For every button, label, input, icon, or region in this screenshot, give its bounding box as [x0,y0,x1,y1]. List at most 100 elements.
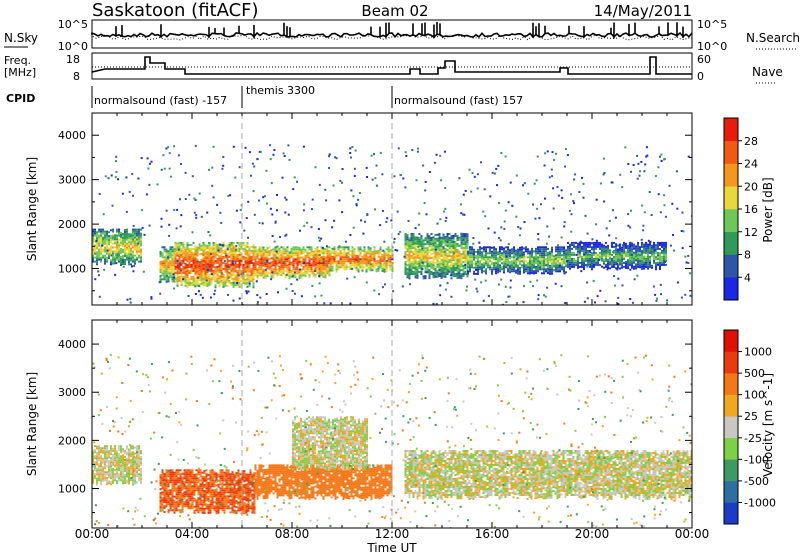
echo-cell [371,251,374,254]
echo-cell [519,266,521,269]
echo-cell [236,269,239,272]
echo-cell [615,261,617,264]
echo-cell [589,257,591,260]
echo-cell [473,250,475,253]
echo-cell [436,237,439,240]
echo-cell [218,245,221,248]
echo-cell [613,257,615,260]
echo-cell [452,249,455,251]
echo-cell [292,254,295,257]
echo-cell [134,470,136,473]
echo-cell [206,211,209,214]
echo-cell [134,232,136,235]
echo-cell [112,467,114,470]
echo-cell [391,250,394,253]
echo-cell [629,255,631,258]
echo-cell [531,253,533,256]
echo-cell [464,267,467,269]
echo-cell [557,252,559,255]
echo-cell [404,263,407,265]
echo-cell [469,268,471,271]
nsky-tick-top: 10^5 [58,18,88,31]
echo-cell [367,264,370,267]
echo-cell [188,270,191,272]
echo-cell [450,263,453,266]
echo-cell [316,256,319,259]
echo-cell [100,471,102,474]
echo-cell [448,259,451,261]
echo-cell [629,259,631,262]
echo-cell [509,255,511,258]
echo-cell [663,157,666,160]
echo-cell [579,261,581,264]
echo-cell [98,455,100,458]
echo-cell [112,258,114,261]
echo-cell [256,261,259,264]
echo-cell [657,251,659,254]
echo-cell [163,167,166,170]
echo-cell [176,284,179,287]
echo-cell [513,250,515,253]
echo-cell [442,249,445,252]
echo-cell [637,259,639,262]
echo-cell [386,217,389,220]
echo-cell [268,258,271,261]
echo-cell [563,268,565,271]
echo-cell [448,243,451,245]
echo-cell [200,282,203,285]
echo-cell [140,258,142,261]
echo-cell [469,252,471,255]
echo-cell [110,254,113,257]
echo-cell [563,221,566,224]
echo-cell [341,260,344,263]
echo-cell [196,262,199,265]
echo-cell [236,282,239,284]
echo-cell [118,445,120,448]
echo-cell [159,277,162,279]
echo-cell [497,271,499,274]
echo-cell [138,246,140,249]
echo-cell [555,270,557,273]
echo-cell [440,246,443,249]
echo-cell [250,269,253,272]
echo-cell [92,244,94,247]
echo-cell [583,260,585,263]
echo-cell [258,266,261,269]
echo-cell [200,270,203,273]
echo-cell [100,457,102,460]
echo-cell [165,268,168,271]
echo-cell [625,264,627,267]
echo-cell [627,267,629,270]
echo-cell [416,236,419,239]
echo-cell [604,300,607,303]
echo-cell [226,268,229,271]
echo-cell [509,286,512,289]
echo-cell [92,457,94,460]
echo-cell [106,479,108,482]
echo-cell [473,256,475,259]
echo-cell [605,249,607,252]
echo-cell [601,255,603,258]
echo-cell [543,262,545,265]
echo-cell [252,244,255,247]
echo-cell [165,258,168,261]
echo-cell [324,250,327,253]
echo-cell [426,253,429,255]
echo-cell [306,264,309,267]
echo-cell [120,239,122,242]
freq-unit: [MHz] [4,66,36,79]
echo-cell [570,213,573,216]
echo-cell [404,237,407,239]
echo-cell [132,224,135,227]
echo-cell [487,295,490,297]
echo-cell [200,264,203,267]
echo-cell [352,195,355,198]
echo-cell [298,268,301,271]
echo-cell [174,279,177,282]
echo-cell [171,250,174,253]
echo-cell [106,242,108,245]
echo-cell [450,267,453,270]
echo-cell [664,250,667,253]
echo-cell [635,247,637,250]
echo-cell [561,268,563,271]
